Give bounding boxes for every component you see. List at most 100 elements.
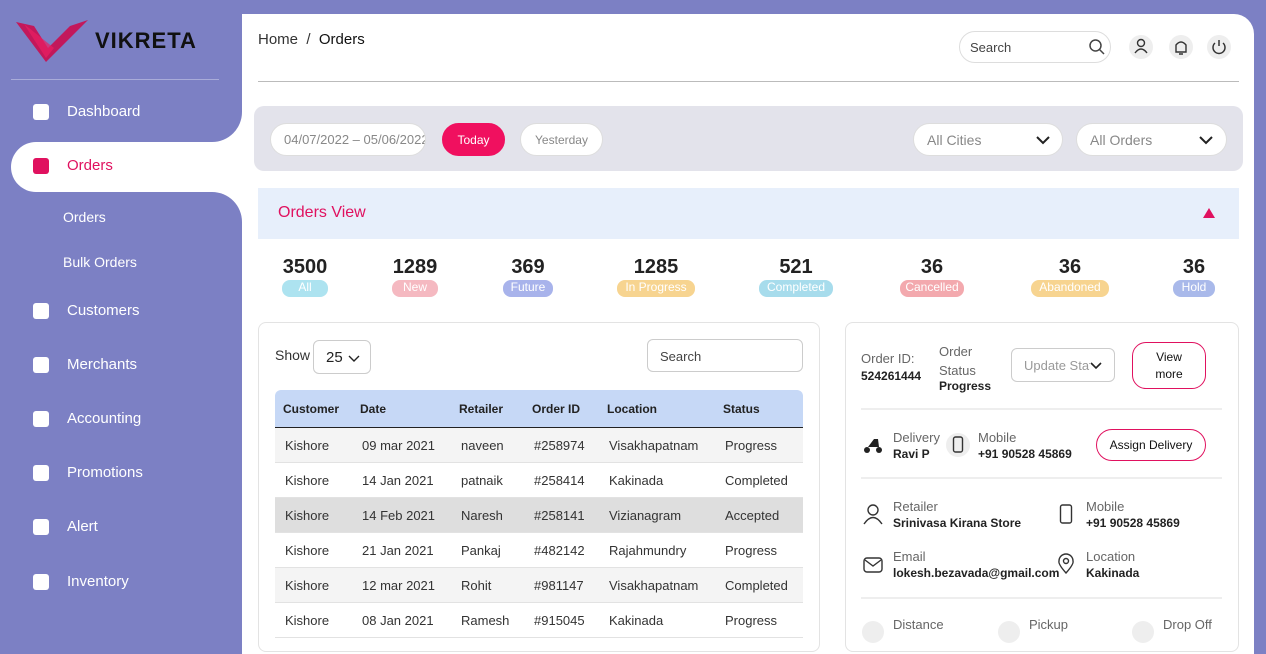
orders-view-title: Orders View	[278, 204, 366, 221]
table-cell: 09 mar 2021	[362, 438, 435, 453]
nav-notch	[150, 192, 242, 252]
table-row[interactable]	[275, 498, 803, 533]
orders-select[interactable]: All Orders	[1076, 123, 1227, 156]
table-cell: 12 mar 2021	[362, 578, 435, 593]
nav-icon	[33, 104, 49, 120]
table-cell: Progress	[725, 613, 778, 628]
today-text: Today	[457, 132, 490, 147]
table-cell: Kakinada	[609, 613, 664, 628]
table-cell: 21 Jan 2021	[362, 543, 434, 558]
stat-badge[interactable]: Future	[503, 280, 553, 297]
table-cell: 14 Feb 2021	[362, 508, 436, 523]
search[interactable]: Search	[959, 31, 1111, 63]
orders-view-bar[interactable]	[258, 188, 1239, 239]
table-row[interactable]	[275, 428, 803, 463]
table-cell: #981147	[534, 578, 584, 593]
column-header[interactable]: Date	[360, 402, 387, 416]
stat-value: 36	[1182, 256, 1206, 278]
stat-badge[interactable]: Hold	[1173, 280, 1215, 297]
chevron	[348, 355, 360, 362]
update-status-select[interactable]: Update Status	[1011, 348, 1115, 382]
nav-item[interactable]: Accounting	[67, 410, 142, 427]
yesterday-button[interactable]: Yesterday	[520, 123, 603, 156]
view-more-button[interactable]: View more	[1132, 342, 1206, 389]
today-button[interactable]: Today	[442, 123, 505, 156]
stat-value: 521	[779, 256, 813, 278]
table-search[interactable]: Search	[647, 339, 803, 372]
table-cell: #258141	[534, 508, 585, 523]
collapse-icon[interactable]	[1202, 207, 1216, 219]
dropoff-label: Drop Off	[1163, 617, 1212, 632]
delivery-name: Ravi P	[893, 447, 930, 461]
nav-item[interactable]: Alert	[67, 518, 98, 535]
nav-item[interactable]: Customers	[67, 302, 140, 319]
stat-value: 36	[920, 256, 944, 278]
table-cell: Completed	[725, 578, 788, 593]
column-header[interactable]: Order ID	[532, 402, 581, 416]
date-range[interactable]: 04/07/2022 – 05/06/2022	[270, 123, 426, 156]
divider	[861, 408, 1222, 410]
pickup-label: Pickup	[1029, 617, 1069, 632]
nav-item[interactable]: Dashboard	[67, 103, 141, 120]
nav-item[interactable]: Bulk Orders	[63, 254, 137, 270]
nav-item[interactable]: Orders	[63, 209, 106, 225]
distance-icon	[862, 621, 884, 643]
nav-icon	[33, 411, 49, 427]
table-cell: Kishore	[285, 438, 330, 453]
table-cell: Naresh	[461, 508, 503, 523]
table-cell: Kishore	[285, 473, 330, 488]
distance-label: Distance	[893, 617, 944, 632]
mobile-icon	[1059, 504, 1073, 524]
orders-text: All Orders	[1090, 131, 1153, 148]
table-cell: Visakhapatnam	[609, 438, 699, 453]
stat-value: 1285	[633, 256, 679, 278]
stats-row: 3500 All 1289 New 369 Future 1285 In Progress 52…	[258, 248, 1239, 306]
column-header[interactable]: Status	[723, 402, 760, 416]
assign-delivery-button[interactable]: Assign Delivery	[1096, 429, 1206, 461]
stat-value: 1289	[392, 256, 438, 278]
header-icons[interactable]	[1129, 34, 1237, 60]
city-text: All Cities	[927, 131, 982, 148]
order-status: Progress	[939, 379, 992, 393]
page-size-select[interactable]: 25	[313, 340, 371, 374]
stat-badge[interactable]: Cancelled	[900, 280, 964, 297]
delivery-icon	[864, 439, 882, 453]
order-id: 524261444	[861, 369, 922, 383]
retailer-icon	[863, 504, 883, 525]
table-cell: patnaik	[461, 473, 503, 488]
stat-value: 3500	[282, 256, 328, 278]
table-row[interactable]	[275, 533, 803, 568]
retailer-mobile: +91 90528 45869	[1086, 516, 1180, 530]
stat-badge[interactable]: New	[392, 280, 438, 297]
nav-item[interactable]: Merchants	[67, 356, 138, 373]
chevron	[1036, 136, 1050, 145]
city-select[interactable]: All Cities	[913, 123, 1063, 156]
column-header[interactable]: Retailer	[459, 402, 504, 416]
table-row[interactable]	[275, 463, 803, 498]
page: VIKRETA Home / Orders Search 04/07/2022 …	[11, 14, 1254, 654]
table-cell: Vizianagram	[609, 508, 682, 523]
location-icon	[1058, 553, 1074, 575]
column-header[interactable]: Location	[607, 402, 657, 416]
table-cell: Rajahmundry	[609, 543, 687, 558]
nav-item[interactable]: Inventory	[67, 573, 129, 590]
table-row[interactable]	[275, 568, 803, 603]
delivery-label: Delivery	[893, 430, 940, 445]
nav-item[interactable]: Promotions	[67, 464, 143, 481]
stat-badge[interactable]: All	[282, 280, 328, 297]
stat-badge[interactable]: In Progress	[617, 280, 695, 297]
breadcrumb-home[interactable]: Home	[258, 31, 299, 48]
nav-notch	[150, 80, 242, 142]
stat-badge[interactable]: Completed	[759, 280, 833, 297]
nav-icon	[33, 519, 49, 535]
mobile-label: Mobile	[978, 430, 1017, 445]
divider	[11, 79, 219, 80]
dropoff-icon	[1132, 621, 1154, 643]
breadcrumb-current: Orders	[318, 31, 365, 48]
nav-item[interactable]: Orders	[67, 157, 113, 174]
nav-icon	[33, 574, 49, 590]
search-placeholder: Search	[970, 39, 1012, 55]
column-header[interactable]: Customer	[283, 402, 340, 416]
table-cell: Pankaj	[461, 543, 501, 558]
stat-badge[interactable]: Abandoned	[1031, 280, 1109, 297]
